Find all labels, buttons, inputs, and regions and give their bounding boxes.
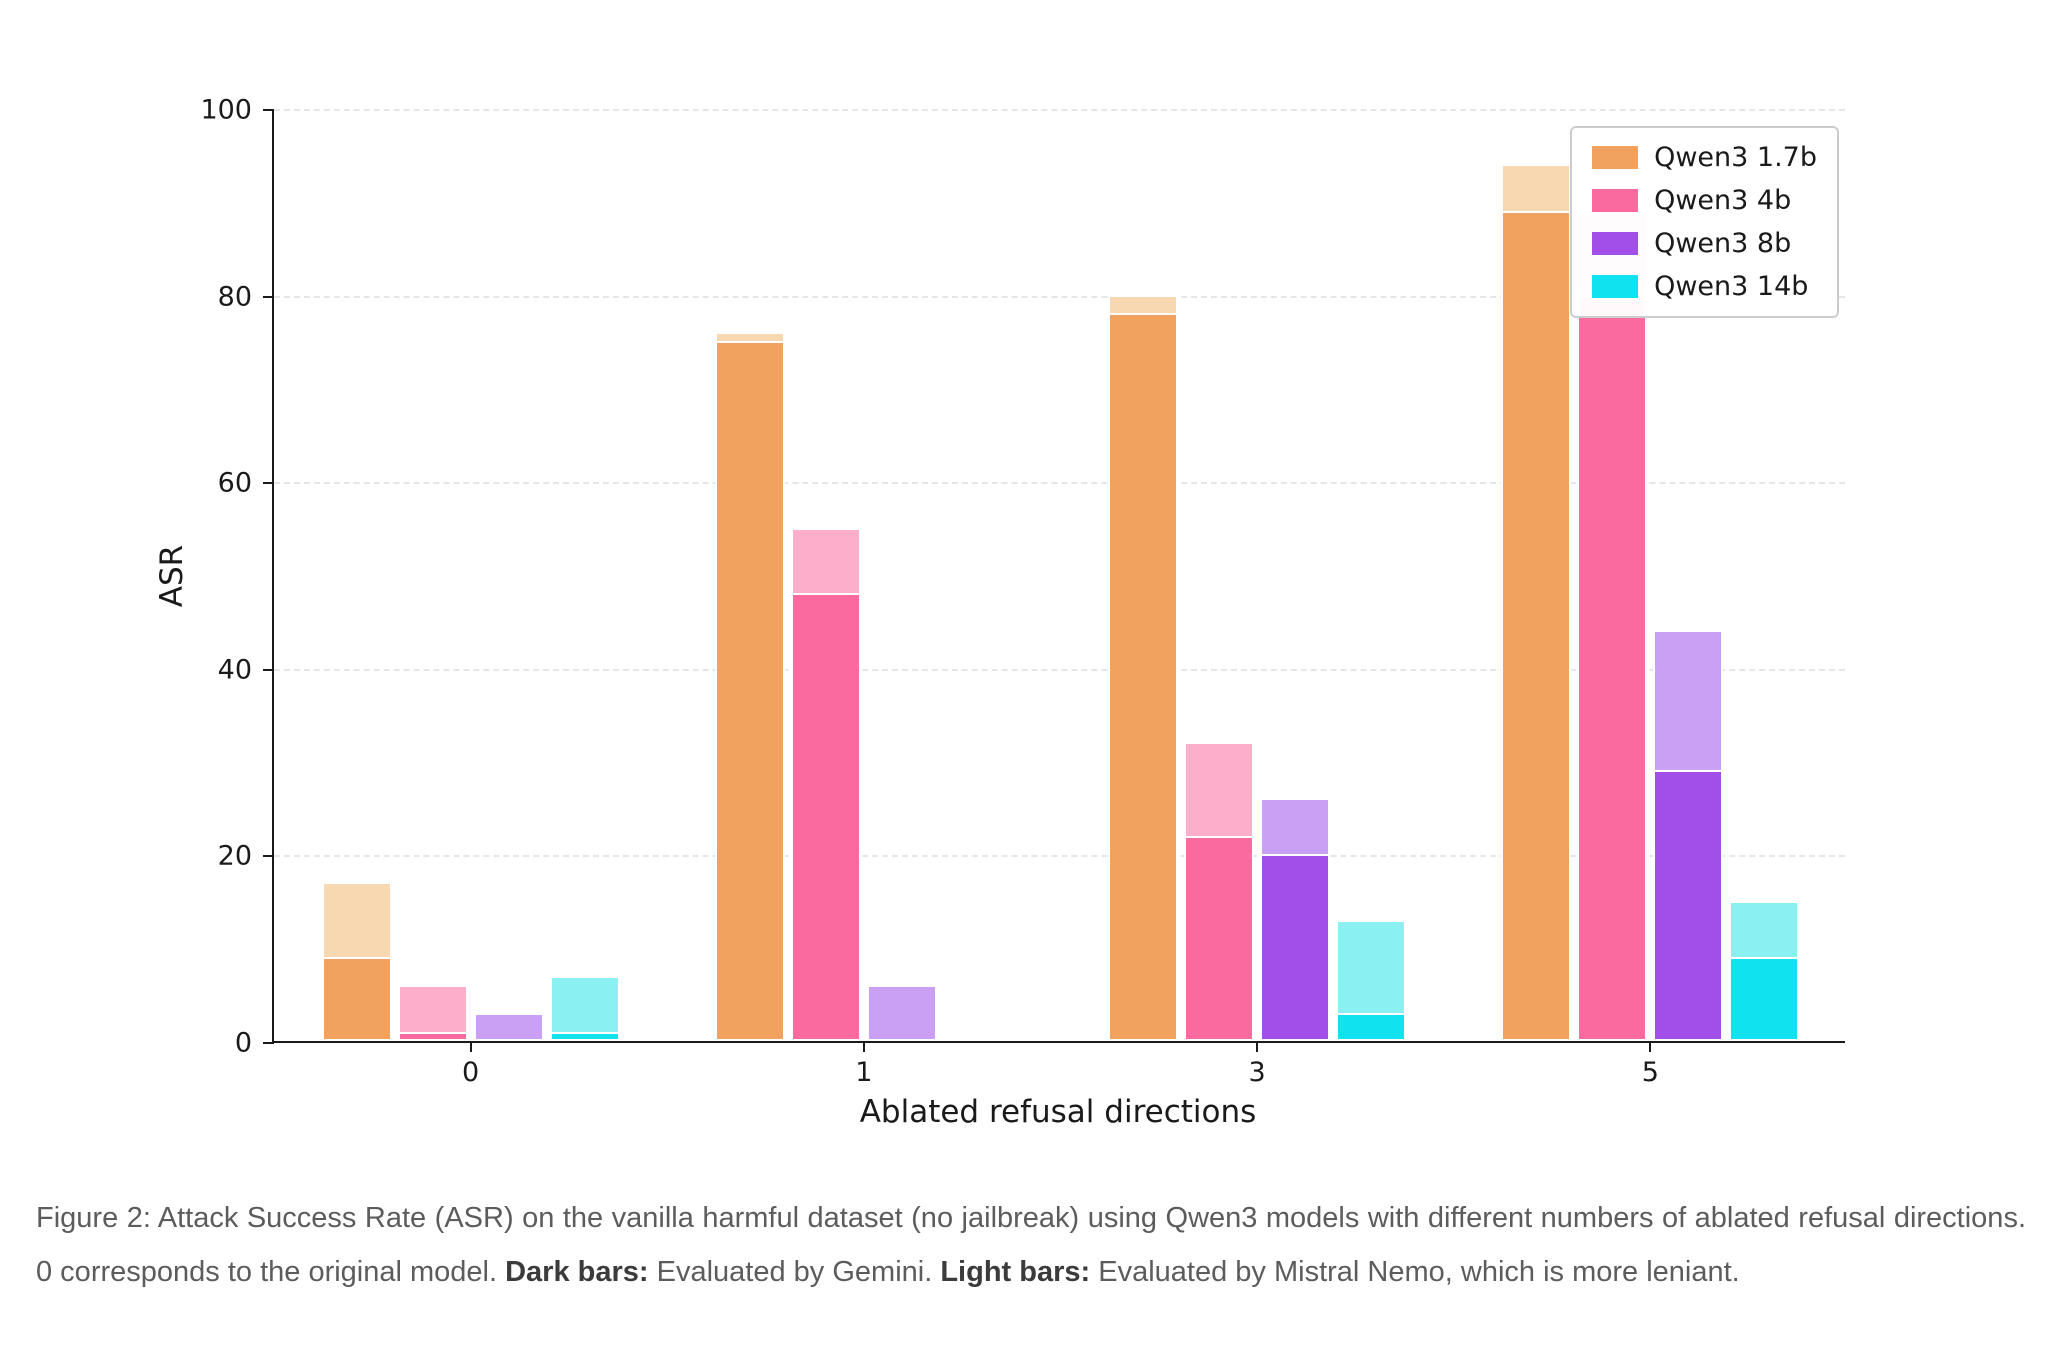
- bar-dark-qwen3-8b-x3: [1260, 854, 1331, 1041]
- bar-group-1: [714, 108, 1013, 1041]
- y-tick-label-20: 20: [217, 840, 252, 872]
- bar-slot-qwen3-4b-x1: [790, 108, 861, 1041]
- bar-slot-qwen3-1.7b-x1: [714, 108, 785, 1041]
- x-axis-label: Ablated refusal directions: [859, 1094, 1257, 1130]
- legend-swatch-qwen3-8b: [1592, 232, 1639, 255]
- bar-slot-qwen3-1.7b-x5: [1501, 108, 1572, 1041]
- bar-light-qwen3-14b-x0: [549, 975, 620, 1041]
- y-tick-mark-60: [263, 482, 274, 485]
- gridline-80: [274, 295, 1845, 298]
- caption-dark-bars-label: Dark bars:: [505, 1255, 649, 1288]
- gridline-20: [274, 855, 1845, 858]
- bar-slot-qwen3-8b-x1: [866, 108, 937, 1041]
- bar-light-qwen3-8b-x1: [866, 985, 937, 1041]
- bar-dark-qwen3-4b-x0: [397, 1031, 468, 1041]
- legend-label-qwen3-14b: Qwen3 14b: [1654, 271, 1809, 302]
- legend-swatch-qwen3-14b: [1592, 275, 1639, 298]
- legend-item-qwen3-14b: Qwen3 14b: [1592, 271, 1817, 302]
- bar-slot-qwen3-8b-x5: [1653, 108, 1724, 1041]
- caption-light-bars-label: Light bars:: [940, 1255, 1091, 1288]
- x-tick-mark-1: [862, 1041, 865, 1052]
- caption-text-2: Evaluated by Gemini.: [648, 1255, 941, 1288]
- bar-slot-qwen3-8b-x3: [1260, 108, 1331, 1041]
- bar-slot-qwen3-14b-x3: [1336, 108, 1407, 1041]
- y-tick-mark-80: [263, 295, 274, 298]
- bar-dark-qwen3-1.7b-x5: [1501, 210, 1572, 1041]
- figure-caption: Figure 2: Attack Success Rate (ASR) on t…: [36, 1192, 2026, 1300]
- bar-dark-qwen3-1.7b-x1: [714, 341, 785, 1041]
- bar-dark-qwen3-4b-x3: [1184, 835, 1255, 1041]
- x-tick-mark-0: [469, 1041, 472, 1052]
- legend-swatch-qwen3-1.7b: [1592, 146, 1639, 169]
- bar-dark-qwen3-4b-x5: [1577, 294, 1648, 1041]
- y-tick-label-100: 100: [200, 94, 252, 126]
- bar-slot-qwen3-8b-x0: [473, 108, 544, 1041]
- y-axis-label: ASR: [154, 544, 190, 608]
- legend-swatch-qwen3-4b: [1592, 189, 1639, 212]
- bar-slot-qwen3-4b-x0: [397, 108, 468, 1041]
- gridline-100: [274, 109, 1845, 111]
- x-tick-label-1: 1: [855, 1057, 873, 1088]
- bar-slot-qwen3-14b-x0: [549, 108, 620, 1041]
- bar-slot-qwen3-4b-x3: [1184, 108, 1255, 1041]
- x-tick-label-5: 5: [1641, 1057, 1659, 1088]
- legend-label-qwen3-8b: Qwen3 8b: [1654, 228, 1792, 259]
- bar-dark-qwen3-1.7b-x0: [321, 957, 392, 1041]
- bar-group-5: [1501, 108, 1800, 1041]
- bar-slot-qwen3-1.7b-x0: [321, 108, 392, 1041]
- x-tick-mark-3: [1256, 1041, 1259, 1052]
- bar-slot-qwen3-14b-x5: [1729, 108, 1800, 1041]
- caption-text-1: Figure 2: Attack Success Rate (ASR) on t…: [36, 1202, 2026, 1288]
- y-tick-mark-20: [263, 855, 274, 858]
- y-tick-mark-0: [263, 1042, 274, 1044]
- x-tick-mark-5: [1649, 1041, 1652, 1052]
- bar-group-3: [1108, 108, 1407, 1041]
- y-tick-label-0: 0: [234, 1027, 252, 1059]
- y-tick-label-40: 40: [217, 654, 252, 686]
- bar-slot-qwen3-1.7b-x3: [1108, 108, 1179, 1041]
- bar-dark-qwen3-14b-x0: [549, 1031, 620, 1041]
- bar-dark-qwen3-1.7b-x3: [1108, 313, 1179, 1041]
- legend-label-qwen3-4b: Qwen3 4b: [1654, 185, 1792, 216]
- bar-slot-qwen3-14b-x1: [943, 108, 1013, 1041]
- caption-text-3: Evaluated by Mistral Nemo, which is more…: [1090, 1255, 1740, 1288]
- bar-light-qwen3-8b-x0: [473, 1013, 544, 1041]
- legend-item-qwen3-8b: Qwen3 8b: [1592, 228, 1817, 259]
- legend: Qwen3 1.7b Qwen3 4b Qwen3 8b Qwen3 14b: [1570, 126, 1839, 318]
- y-tick-mark-100: [263, 109, 274, 111]
- y-tick-label-60: 60: [217, 467, 252, 499]
- bar-dark-qwen3-4b-x1: [790, 593, 861, 1041]
- y-tick-label-80: 80: [217, 281, 252, 313]
- y-tick-mark-40: [263, 668, 274, 671]
- gridline-40: [274, 668, 1845, 671]
- bar-group-0: [321, 108, 620, 1041]
- bar-dark-qwen3-14b-x3: [1336, 1013, 1407, 1041]
- x-tick-label-3: 3: [1248, 1057, 1266, 1088]
- legend-item-qwen3-1.7b: Qwen3 1.7b: [1592, 142, 1817, 173]
- bar-dark-qwen3-8b-x5: [1653, 770, 1724, 1041]
- bar-slot-qwen3-4b-x5: [1577, 108, 1648, 1041]
- legend-item-qwen3-4b: Qwen3 4b: [1592, 185, 1817, 216]
- gridline-60: [274, 482, 1845, 485]
- bar-dark-qwen3-14b-x5: [1729, 957, 1800, 1041]
- legend-label-qwen3-1.7b: Qwen3 1.7b: [1654, 142, 1817, 173]
- plot-area: 0 20 40 60 80 100 0 1 3 5 Qwen3 1.7b Qwen3 4b Qwen3 …: [200, 95, 1845, 1088]
- x-tick-label-0: 0: [462, 1057, 480, 1088]
